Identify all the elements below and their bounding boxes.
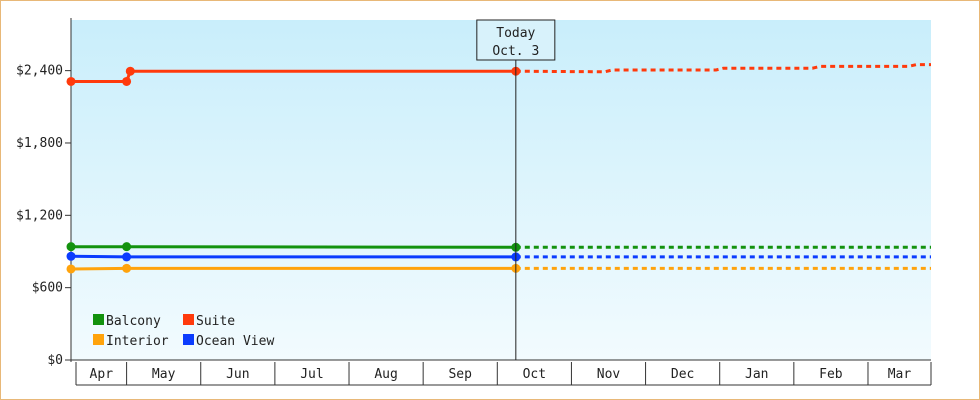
series-suite-forecast (515, 63, 931, 74)
y-tick-label: $0 (47, 353, 63, 368)
series-suite-point (122, 76, 132, 86)
series-layer (66, 63, 931, 274)
y-tick-label: $1,800 (16, 136, 63, 151)
today-label-date: Oct. 3 (492, 44, 539, 59)
x-tick-label: Dec (671, 367, 694, 382)
x-tick-label: Aug (374, 367, 397, 382)
series-suite-line (71, 69, 516, 83)
series-balcony-line (71, 245, 516, 249)
x-tick-label: Jun (226, 367, 249, 382)
legend-label-interior: Interior (106, 334, 169, 349)
y-axis: $0 $600 $1,200 $1,800 $2,400 (16, 18, 72, 368)
today-marker: Today Oct. 3 (476, 19, 556, 360)
today-label-box (476, 19, 556, 61)
x-tick-label: Jan (745, 367, 768, 382)
legend: Balcony Suite Interior Ocean View (93, 314, 274, 349)
series-ocean-view-line (70, 254, 516, 259)
x-tick-label: Nov (597, 367, 621, 382)
legend-label-ocean-view: Ocean View (196, 334, 274, 349)
series-suite-point (125, 66, 135, 76)
legend-swatch-balcony (93, 314, 104, 325)
x-axis: Apr May Jun Jul Aug Sep Oct Nov Dec Jan Feb Mar (71, 359, 932, 386)
series-interior-point (66, 264, 76, 274)
y-tick-label: $600 (32, 281, 63, 296)
series-ocean-view-point (66, 251, 76, 261)
series-suite-point (66, 76, 76, 86)
legend-label-balcony: Balcony (106, 314, 161, 329)
legend-swatch-interior (93, 334, 104, 345)
today-label-title: Today (496, 26, 535, 41)
x-tick-label: Mar (888, 367, 912, 382)
legend-swatch-ocean-view (183, 334, 194, 345)
series-interior-line (70, 266, 516, 271)
x-tick-label: Sep (448, 367, 472, 382)
series-balcony-point (66, 242, 76, 252)
y-tick-label: $1,200 (16, 208, 63, 223)
series-balcony-point (122, 242, 132, 252)
series-ocean-view-point (122, 252, 132, 262)
series-interior-point (122, 263, 132, 273)
legend-label-suite: Suite (196, 314, 235, 329)
x-tick-label: Jul (300, 367, 323, 382)
x-tick-label: Oct (523, 367, 546, 382)
x-tick-label: May (152, 367, 176, 382)
plot-area (71, 20, 931, 360)
x-tick-label: Apr (90, 367, 114, 382)
legend-swatch-suite (183, 314, 194, 325)
x-tick-label: Feb (819, 367, 843, 382)
y-tick-label: $2,400 (16, 64, 63, 79)
